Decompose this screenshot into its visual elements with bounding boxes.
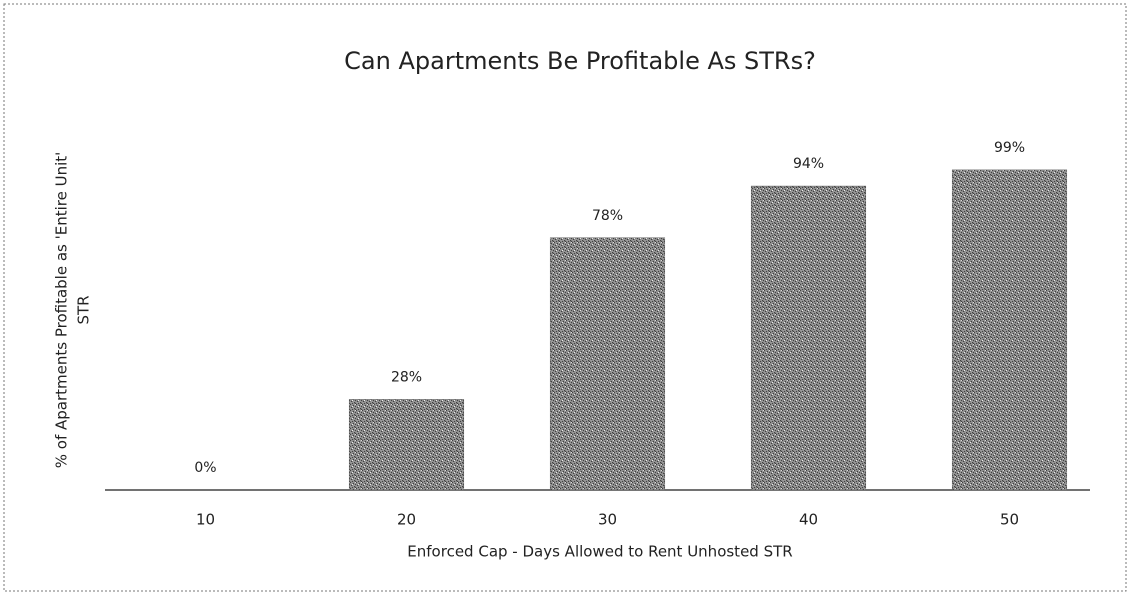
y-axis-label: % of Apartments Profitable as 'Entire Un… (53, 152, 71, 469)
data-label: 28% (391, 369, 422, 385)
bar (750, 185, 867, 491)
data-label: 99% (994, 140, 1025, 156)
x-axis-label: Enforced Cap - Days Allowed to Rent Unho… (407, 543, 792, 561)
x-tick-label: 30 (598, 511, 617, 529)
x-tick-label: 20 (397, 511, 416, 529)
x-tick-label: 10 (196, 511, 215, 529)
chart-title: Can Apartments Be Profitable As STRs? (344, 47, 816, 75)
y-axis-label: STR (75, 295, 93, 324)
bar (549, 237, 666, 491)
bar (348, 399, 465, 491)
data-label: 78% (592, 208, 623, 224)
x-tick-label: 50 (1000, 511, 1019, 529)
data-label: 94% (793, 156, 824, 172)
x-tick-label: 40 (799, 511, 818, 529)
bar (951, 169, 1068, 491)
data-label: 0% (194, 460, 216, 476)
